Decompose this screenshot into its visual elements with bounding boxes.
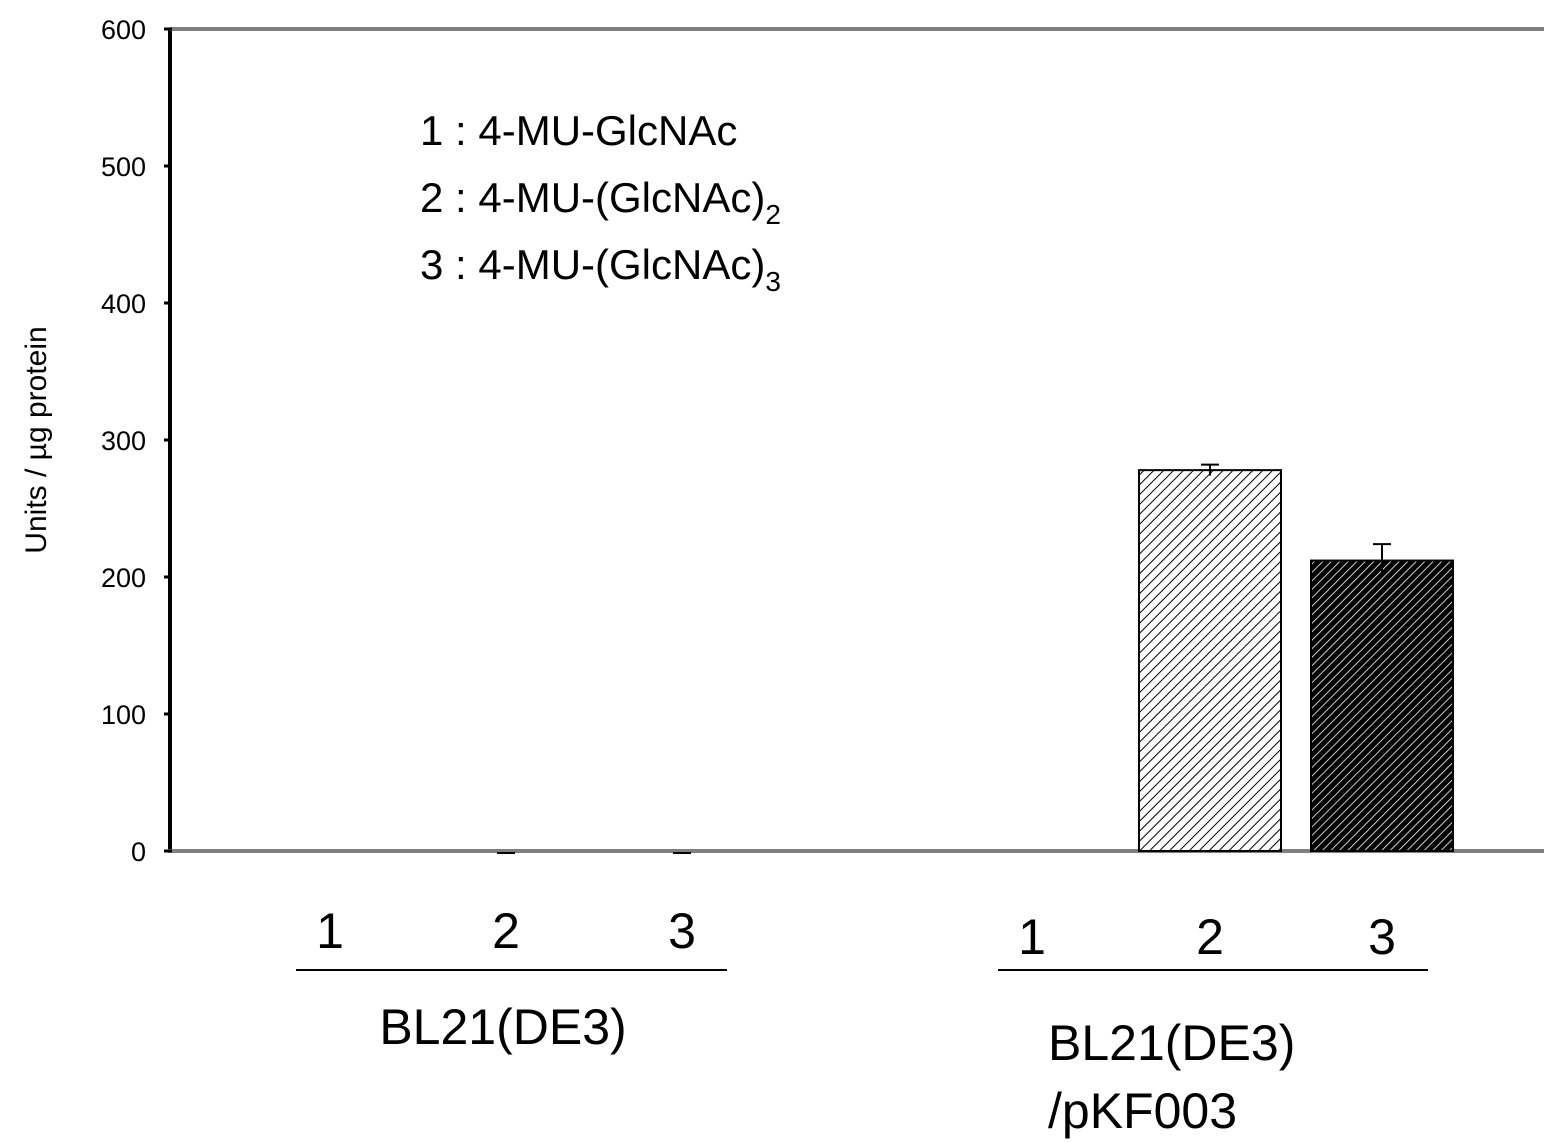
category-label-group2-1: 1	[1018, 909, 1046, 965]
category-label-group2-2: 2	[1196, 909, 1224, 965]
legend-entry-1: 1 : 4-MU-GlcNAc	[420, 107, 737, 154]
y-tick-label-600: 600	[101, 15, 146, 45]
bar-group2-2	[1138, 469, 1282, 852]
y-tick-label-500: 500	[101, 152, 146, 182]
error-bar-group2-3	[1373, 543, 1391, 577]
group-label-2-line-2: /pKF003	[1048, 1083, 1237, 1139]
bar-group2-3	[1310, 559, 1454, 852]
y-axis-label: Units / µg protein	[20, 326, 53, 553]
bars	[497, 463, 1454, 854]
legend-entry-3: 3 : 4-MU-(GlcNAc)3	[420, 241, 781, 297]
y-tick-label-0: 0	[131, 837, 146, 867]
group-label-2-line-1: BL21(DE3)	[1048, 1015, 1295, 1071]
y-tick-label-100: 100	[101, 700, 146, 730]
category-label-group1-1: 1	[316, 903, 344, 959]
group-label-1-line-1: BL21(DE3)	[379, 999, 626, 1055]
legend: 1 : 4-MU-GlcNAc 2 : 4-MU-(GlcNAc)2 3 : 4-M…	[420, 107, 781, 297]
y-ticks: 0 100 200 300 400 500 600	[101, 15, 172, 867]
y-tick-label-200: 200	[101, 563, 146, 593]
y-tick-label-300: 300	[101, 426, 146, 456]
error-bar-group2-2	[1201, 463, 1219, 476]
category-label-group1-2: 2	[492, 903, 520, 959]
category-label-group2-3: 3	[1368, 909, 1396, 965]
legend-entry-2: 2 : 4-MU-(GlcNAc)2	[420, 174, 781, 230]
category-label-group1-3: 3	[668, 903, 696, 959]
y-tick-label-400: 400	[101, 289, 146, 319]
